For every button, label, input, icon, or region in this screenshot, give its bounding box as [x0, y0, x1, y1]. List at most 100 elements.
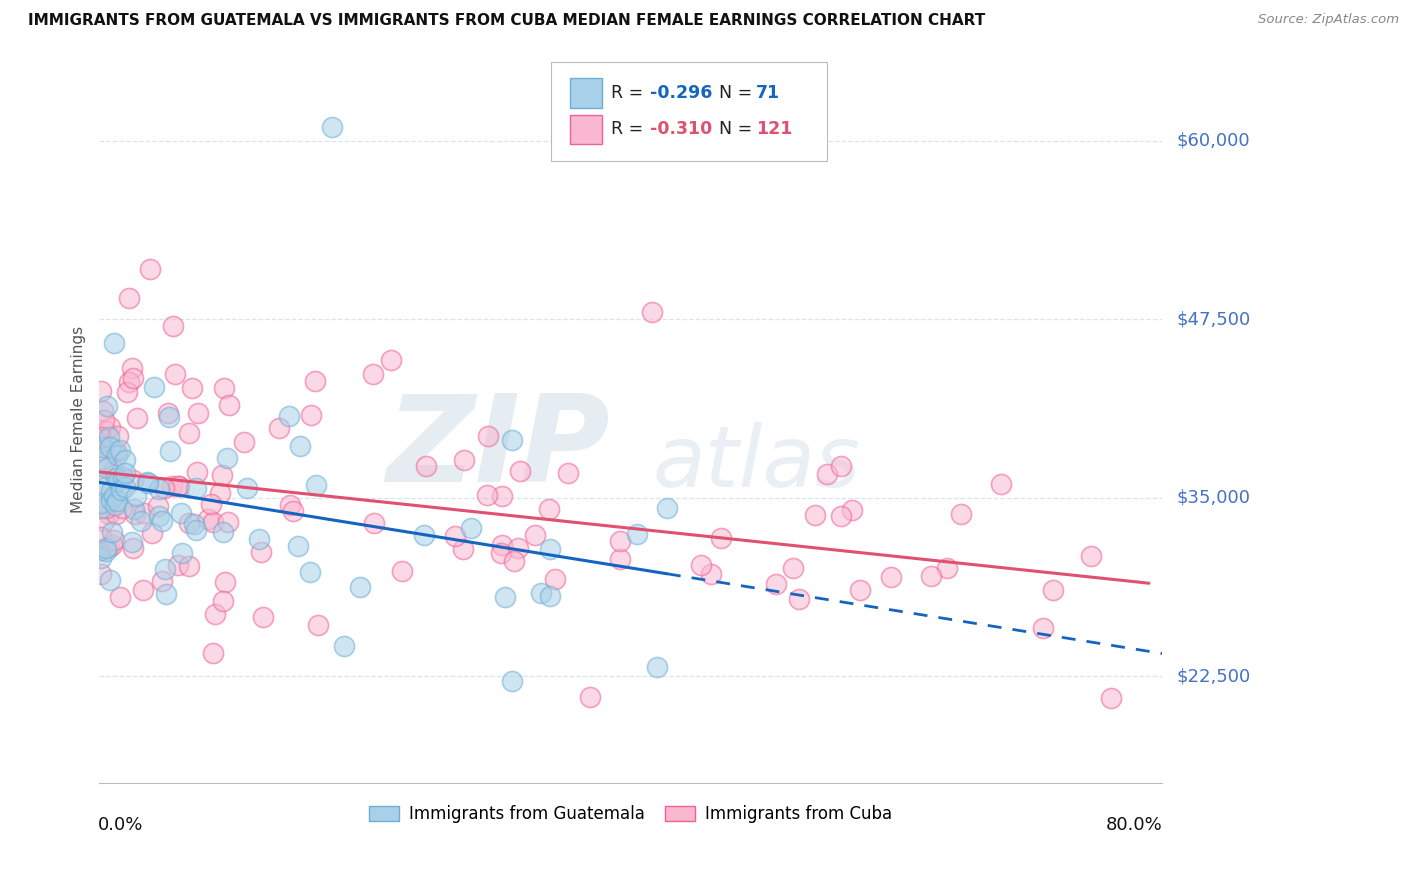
Text: ZIP: ZIP	[385, 390, 610, 507]
Point	[98, 540, 121, 554]
Point	[110, 442, 132, 457]
Point	[150, 514, 173, 528]
Point	[90, 500, 112, 515]
Point	[103, 489, 125, 503]
Point	[609, 534, 631, 549]
Text: atlas: atlas	[652, 422, 860, 505]
Point	[305, 478, 328, 492]
Point	[183, 517, 205, 532]
Text: $47,500: $47,500	[1177, 310, 1250, 328]
Point	[477, 429, 499, 443]
Point	[118, 291, 141, 305]
Point	[249, 545, 271, 559]
Point	[453, 542, 475, 557]
Point	[1080, 549, 1102, 564]
Point	[209, 486, 232, 500]
Point	[100, 493, 122, 508]
Text: $60,000: $60,000	[1177, 132, 1250, 150]
Text: N =: N =	[718, 84, 758, 102]
Point	[93, 514, 115, 528]
Point	[98, 420, 121, 434]
Point	[187, 406, 209, 420]
Point	[361, 368, 384, 382]
FancyBboxPatch shape	[571, 115, 602, 144]
Point	[172, 546, 194, 560]
Point	[167, 479, 190, 493]
Point	[90, 431, 112, 445]
Text: N =: N =	[718, 120, 758, 138]
Point	[111, 501, 134, 516]
Point	[236, 481, 259, 495]
Point	[166, 558, 188, 573]
Point	[98, 573, 121, 587]
Point	[626, 526, 648, 541]
Point	[655, 501, 678, 516]
Point	[103, 463, 125, 477]
Point	[211, 468, 233, 483]
Point	[159, 443, 181, 458]
Point	[201, 515, 224, 529]
Text: IMMIGRANTS FROM GUATEMALA VS IMMIGRANTS FROM CUBA MEDIAN FEMALE EARNINGS CORRELA: IMMIGRANTS FROM GUATEMALA VS IMMIGRANTS …	[28, 13, 986, 29]
Point	[204, 607, 226, 621]
Point	[105, 493, 128, 508]
Point	[538, 502, 561, 516]
Point	[710, 531, 733, 545]
Point	[502, 554, 524, 568]
Point	[177, 425, 200, 440]
Point	[98, 440, 121, 454]
Point	[139, 262, 162, 277]
Point	[218, 516, 240, 530]
Point	[201, 646, 224, 660]
Point	[96, 424, 118, 438]
Point	[138, 476, 160, 491]
Text: 0.0%: 0.0%	[98, 816, 143, 834]
Text: -0.310: -0.310	[650, 120, 713, 138]
Point	[579, 690, 602, 705]
Point	[170, 506, 193, 520]
Point	[815, 467, 838, 481]
Point	[90, 496, 112, 510]
Point	[690, 558, 713, 573]
Point	[200, 497, 222, 511]
Point	[281, 504, 304, 518]
Point	[108, 590, 131, 604]
Point	[489, 546, 512, 560]
Point	[412, 528, 434, 542]
Point	[91, 403, 114, 417]
Point	[153, 481, 176, 495]
Point	[98, 430, 121, 444]
Text: $35,000: $35,000	[1177, 489, 1250, 507]
Point	[162, 319, 184, 334]
Point	[1042, 583, 1064, 598]
Point	[544, 572, 567, 586]
Point	[247, 532, 270, 546]
Point	[186, 481, 208, 495]
Point	[700, 566, 723, 581]
Text: 71: 71	[756, 84, 780, 102]
Point	[787, 591, 810, 606]
Point	[443, 529, 465, 543]
Point	[287, 539, 309, 553]
Point	[93, 480, 115, 494]
Point	[278, 498, 301, 512]
Point	[363, 516, 385, 530]
Point	[118, 376, 141, 390]
Point	[460, 521, 482, 535]
Point	[100, 525, 122, 540]
Point	[804, 508, 827, 522]
Point	[101, 538, 124, 552]
Point	[107, 429, 129, 443]
Point	[122, 502, 145, 516]
Point	[121, 534, 143, 549]
Point	[104, 499, 127, 513]
Point	[538, 589, 561, 603]
Point	[114, 480, 136, 494]
Point	[508, 541, 530, 555]
Point	[491, 489, 513, 503]
Point	[96, 460, 118, 475]
Point	[135, 475, 157, 490]
Point	[167, 479, 190, 493]
Point	[90, 530, 112, 544]
Point	[165, 368, 187, 382]
Point	[90, 384, 112, 398]
